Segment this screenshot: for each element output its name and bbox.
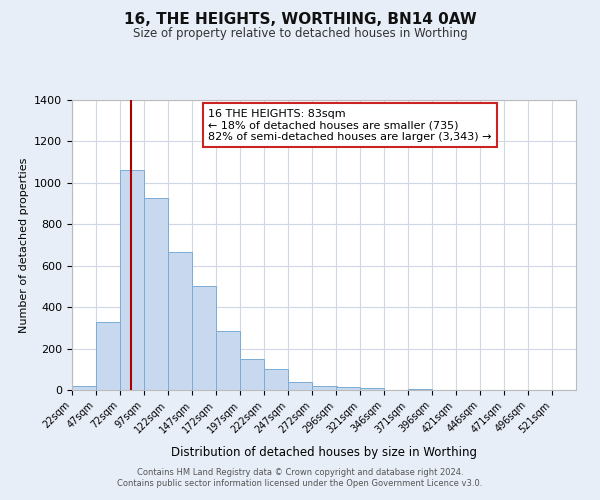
- Text: 16 THE HEIGHTS: 83sqm
← 18% of detached houses are smaller (735)
82% of semi-det: 16 THE HEIGHTS: 83sqm ← 18% of detached …: [208, 108, 491, 142]
- Bar: [313, 386, 337, 390]
- Text: Size of property relative to detached houses in Worthing: Size of property relative to detached ho…: [133, 28, 467, 40]
- Bar: [289, 382, 313, 390]
- Bar: [192, 286, 216, 390]
- Bar: [216, 331, 241, 390]
- Bar: [241, 360, 265, 390]
- Bar: [359, 388, 383, 390]
- Bar: [265, 368, 289, 390]
- Bar: [120, 170, 144, 390]
- Bar: [335, 387, 359, 390]
- Bar: [72, 386, 96, 390]
- Text: 16, THE HEIGHTS, WORTHING, BN14 0AW: 16, THE HEIGHTS, WORTHING, BN14 0AW: [124, 12, 476, 28]
- X-axis label: Distribution of detached houses by size in Worthing: Distribution of detached houses by size …: [171, 446, 477, 459]
- Bar: [407, 389, 432, 390]
- Y-axis label: Number of detached properties: Number of detached properties: [19, 158, 29, 332]
- Text: Contains HM Land Registry data © Crown copyright and database right 2024.
Contai: Contains HM Land Registry data © Crown c…: [118, 468, 482, 487]
- Bar: [144, 198, 168, 390]
- Bar: [168, 252, 192, 390]
- Bar: [96, 322, 120, 390]
